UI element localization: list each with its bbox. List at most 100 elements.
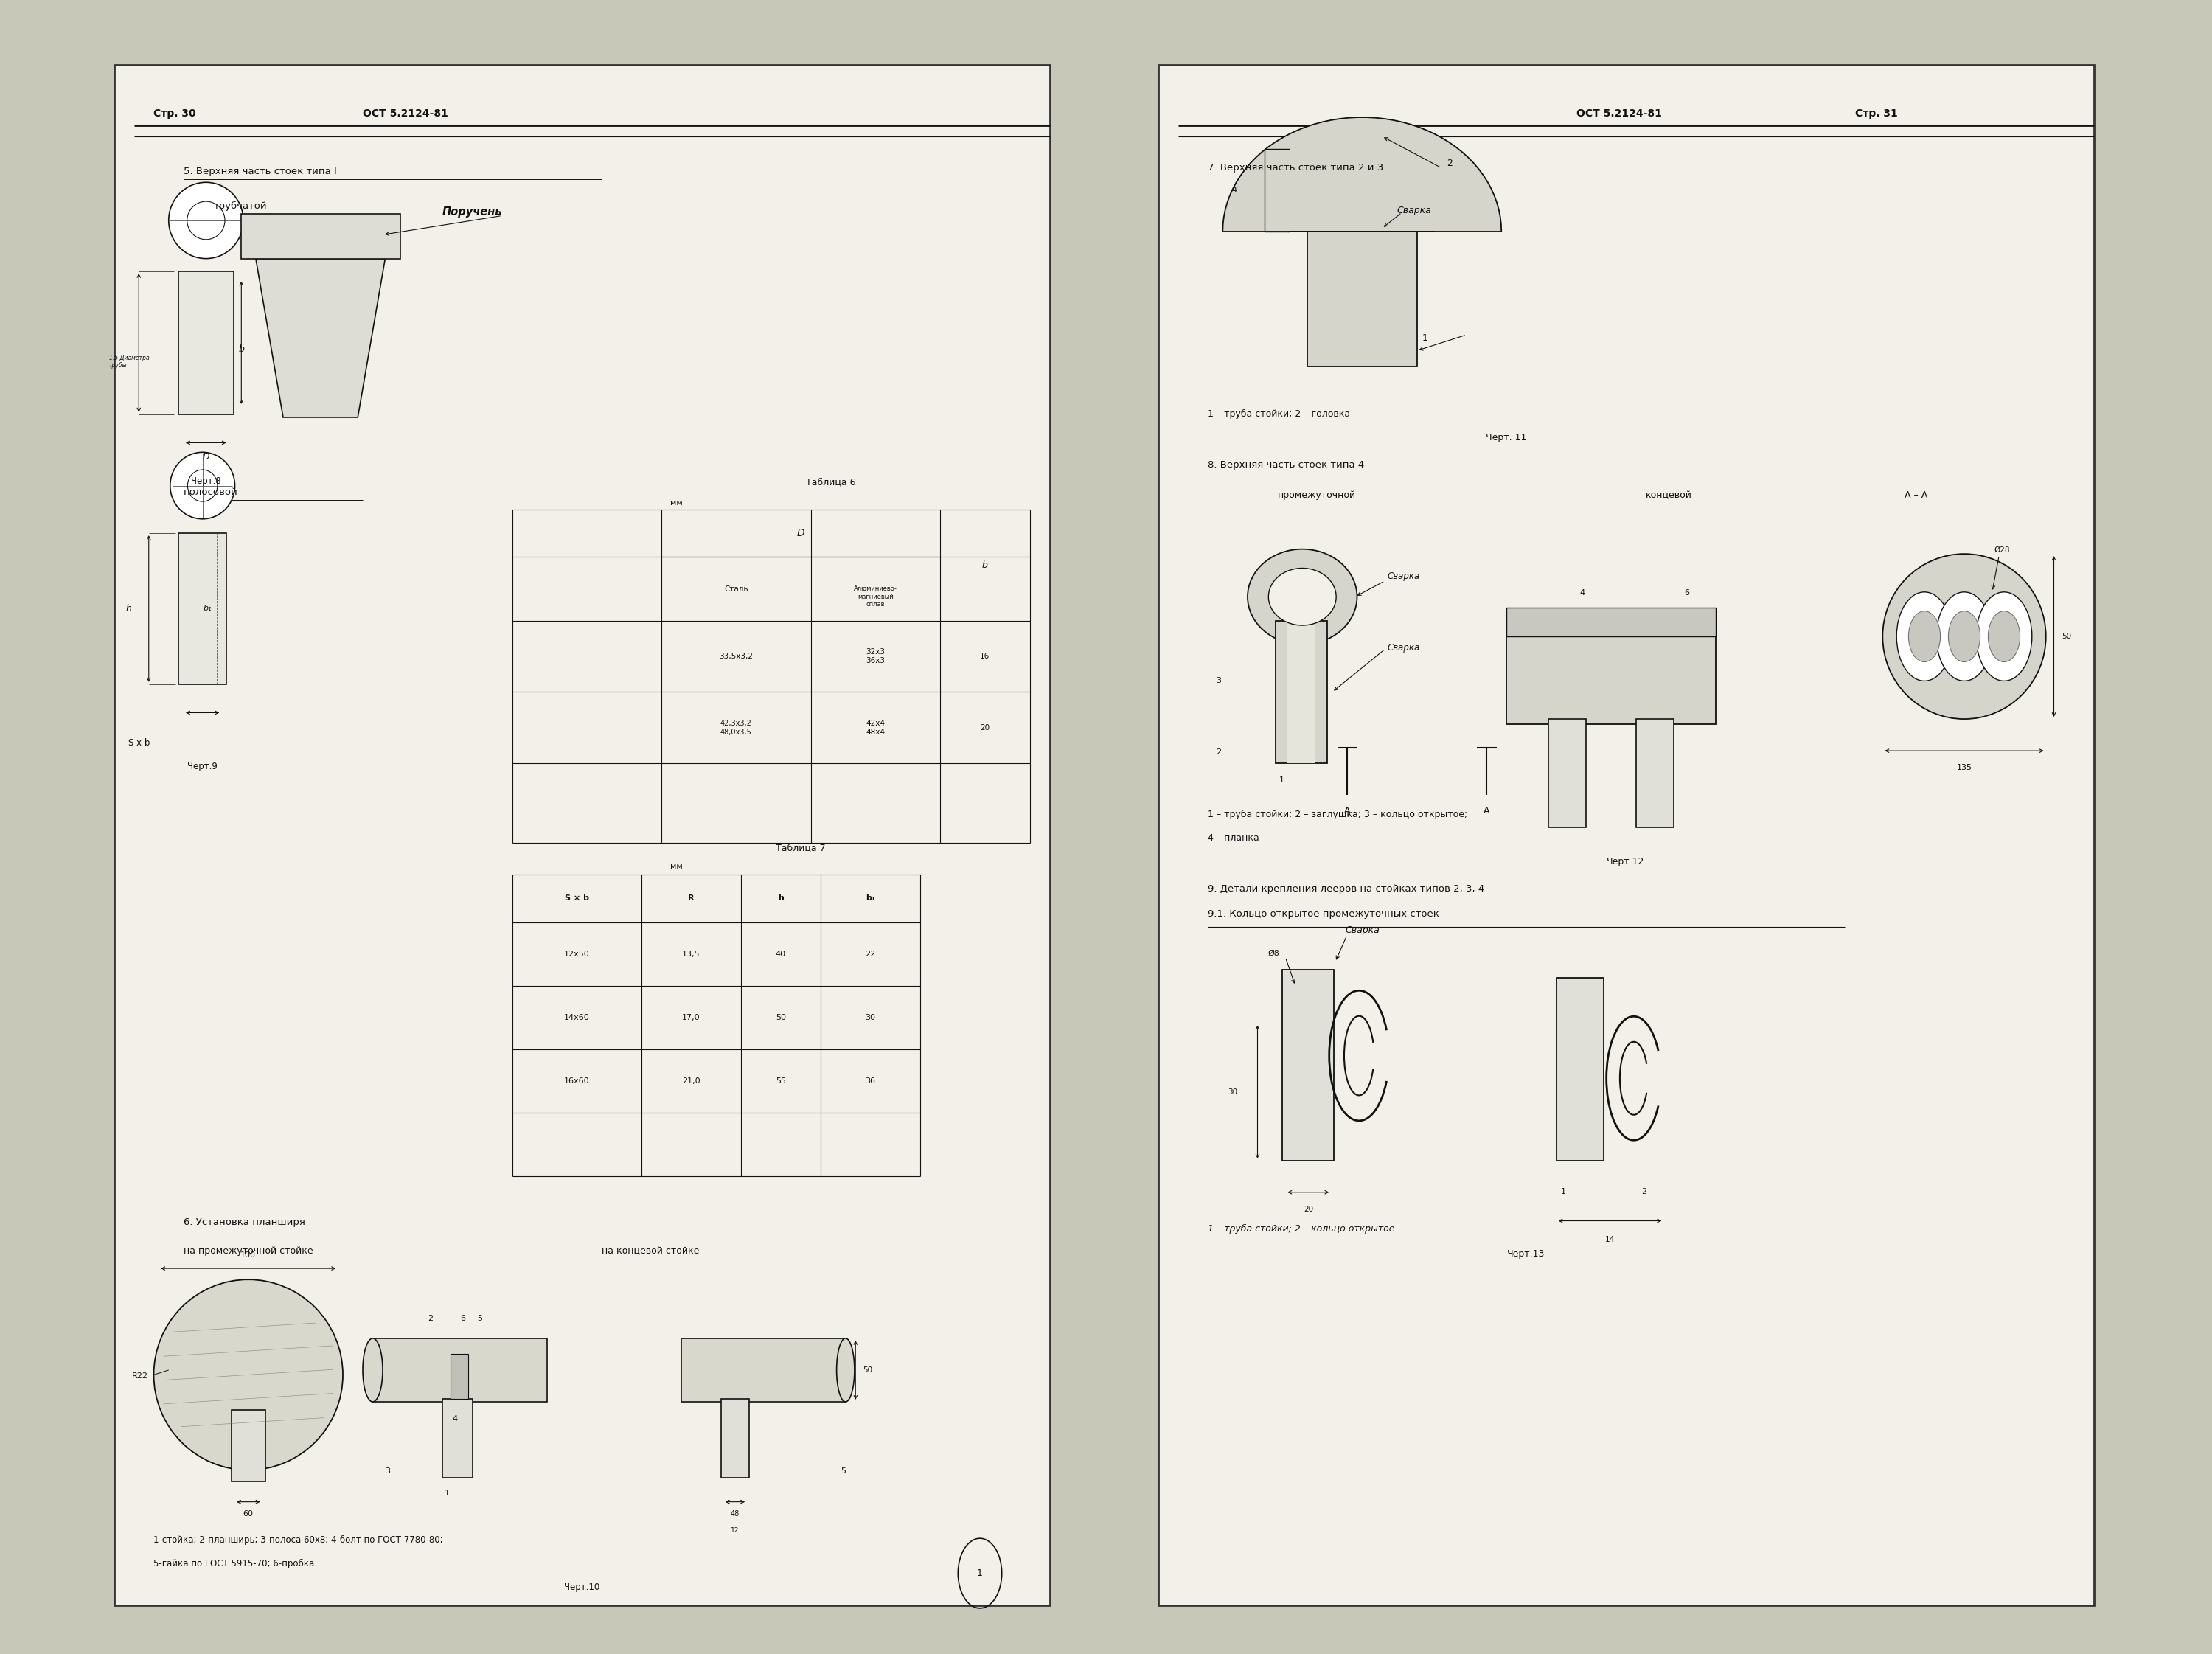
Bar [451, 1355, 469, 1399]
Text: Сварка: Сварка [1345, 925, 1380, 935]
Text: 135: 135 [1955, 764, 1973, 771]
Text: 5: 5 [478, 1315, 482, 1323]
Text: 5: 5 [841, 1467, 845, 1475]
Bar [1506, 609, 1717, 637]
Ellipse shape [836, 1338, 854, 1403]
Text: Поручень: Поручень [442, 207, 502, 217]
Bar [372, 1338, 546, 1403]
Text: 14х60: 14х60 [564, 1014, 591, 1021]
Bar [179, 271, 234, 414]
Bar [1557, 978, 1604, 1161]
Text: на концевой стойке: на концевой стойке [602, 1245, 699, 1255]
Ellipse shape [168, 182, 243, 258]
Text: Сварка: Сварка [1387, 571, 1420, 581]
Text: 1.5 Диаметра
трубы: 1.5 Диаметра трубы [108, 354, 148, 369]
Bar [1635, 719, 1674, 827]
Text: 1 – труба стойки; 2 – головка: 1 – труба стойки; 2 – головка [1208, 409, 1349, 418]
Text: Ø8: Ø8 [1267, 949, 1279, 958]
Text: А – А: А – А [1905, 490, 1927, 500]
Ellipse shape [1882, 554, 2046, 719]
Text: Сталь: Сталь [723, 586, 748, 592]
Text: Сварка: Сварка [1387, 643, 1420, 652]
Text: на промежуточной стойке: на промежуточной стойке [184, 1245, 314, 1255]
Text: 16х60: 16х60 [564, 1077, 591, 1085]
Text: 36: 36 [865, 1077, 876, 1085]
Text: 4 – планка: 4 – планка [1208, 834, 1259, 844]
Text: Черт.8: Черт.8 [190, 476, 221, 486]
Text: 4: 4 [1579, 589, 1584, 597]
Text: 1 – труба стойки; 2 – заглушка; 3 – кольцо открытое;: 1 – труба стойки; 2 – заглушка; 3 – коль… [1208, 809, 1467, 819]
Bar [1276, 620, 1327, 764]
Text: R22: R22 [133, 1373, 148, 1379]
Text: мм: мм [670, 862, 684, 870]
Text: 12: 12 [730, 1527, 739, 1533]
Text: h: h [126, 604, 133, 614]
Bar [1283, 969, 1334, 1161]
Text: 32х3
36х3: 32х3 36х3 [865, 648, 885, 665]
Text: 5-гайка по ГОСТ 5915-70; 6-пробка: 5-гайка по ГОСТ 5915-70; 6-пробка [153, 1558, 314, 1568]
Text: 1: 1 [1422, 332, 1427, 342]
Text: 13,5: 13,5 [681, 951, 701, 958]
Text: 50: 50 [863, 1366, 872, 1374]
Text: 1: 1 [978, 1568, 982, 1578]
Text: 3: 3 [385, 1467, 389, 1475]
Circle shape [1975, 592, 2033, 681]
Polygon shape [1223, 117, 1502, 232]
Circle shape [1896, 592, 1953, 681]
Circle shape [1989, 610, 2020, 662]
Polygon shape [1217, 637, 1276, 764]
Text: 100: 100 [241, 1252, 257, 1259]
Bar [232, 1409, 265, 1482]
Text: 55: 55 [776, 1077, 785, 1085]
Text: 1: 1 [445, 1490, 449, 1497]
Text: Черт.13: Черт.13 [1506, 1249, 1546, 1259]
Text: S × b: S × b [564, 895, 588, 901]
Bar [721, 1399, 750, 1479]
Text: 4: 4 [451, 1416, 458, 1422]
Text: А: А [1484, 805, 1489, 815]
Text: Сварка: Сварка [1398, 207, 1431, 215]
Bar [1548, 719, 1586, 827]
Text: 48: 48 [730, 1510, 739, 1518]
Circle shape [1909, 610, 1940, 662]
Text: Таблица 7: Таблица 7 [776, 844, 825, 852]
Text: 60: 60 [243, 1510, 254, 1518]
Bar [1307, 232, 1416, 367]
Text: Ø28: Ø28 [1995, 546, 2011, 554]
Text: полосовой: полосовой [184, 488, 239, 496]
Text: Стр. 31: Стр. 31 [1854, 109, 1898, 119]
Bar [681, 1338, 845, 1403]
Ellipse shape [363, 1338, 383, 1403]
Bar [1287, 620, 1316, 764]
Text: h: h [779, 895, 783, 901]
Text: Черт. 11: Черт. 11 [1486, 433, 1526, 443]
Ellipse shape [1248, 549, 1356, 645]
Bar [179, 533, 226, 685]
Text: 8. Верхняя часть стоек типа 4: 8. Верхняя часть стоек типа 4 [1208, 460, 1365, 470]
Text: ОСТ 5.2124-81: ОСТ 5.2124-81 [363, 109, 449, 119]
Ellipse shape [170, 452, 234, 519]
Text: Черт.10: Черт.10 [564, 1583, 599, 1593]
Text: 9.1. Кольцо открытое промежуточных стоек: 9.1. Кольцо открытое промежуточных стоек [1208, 910, 1440, 920]
Text: 50: 50 [2062, 633, 2070, 640]
Text: 2: 2 [427, 1315, 434, 1323]
Text: b: b [239, 344, 243, 354]
Text: D: D [204, 452, 210, 461]
Text: 42,3х3,2
48,0х3,5: 42,3х3,2 48,0х3,5 [721, 719, 752, 736]
Text: 2: 2 [1447, 159, 1453, 169]
Text: 20: 20 [1303, 1206, 1314, 1212]
Text: 22: 22 [865, 951, 876, 958]
Text: S х b: S х b [128, 738, 150, 748]
Text: промежуточной: промежуточной [1279, 490, 1356, 500]
Circle shape [1949, 610, 1980, 662]
Text: 1-стойка; 2-планширь; 3-полоса 60х8; 4-болт по ГОСТ 7780-80;: 1-стойка; 2-планширь; 3-полоса 60х8; 4-б… [153, 1535, 442, 1545]
Text: 6: 6 [460, 1315, 465, 1323]
Text: 17,0: 17,0 [681, 1014, 701, 1021]
Text: D: D [796, 528, 805, 539]
Text: b₁: b₁ [204, 605, 212, 612]
Text: 1 – труба стойки; 2 – кольцо открытое: 1 – труба стойки; 2 – кольцо открытое [1208, 1224, 1394, 1234]
Text: 16: 16 [980, 653, 989, 660]
Text: 2: 2 [1641, 1188, 1648, 1196]
Text: 42х4
48х4: 42х4 48х4 [865, 719, 885, 736]
Text: 33,5х3,2: 33,5х3,2 [719, 653, 752, 660]
